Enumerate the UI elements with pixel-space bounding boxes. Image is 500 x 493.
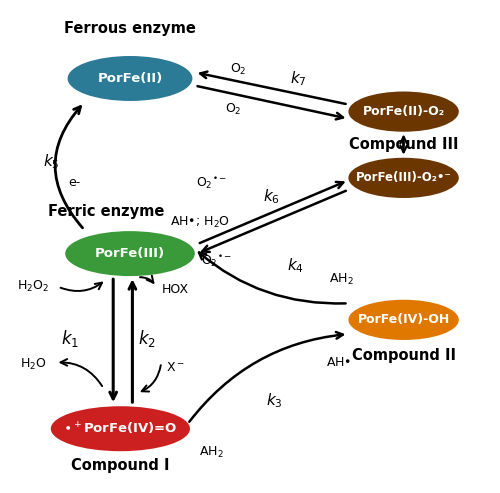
Text: AH$•$: AH$•$ [326,356,351,369]
Text: HOX: HOX [162,282,189,296]
Text: O$_2$: O$_2$ [225,102,242,117]
Text: $k_6$: $k_6$ [263,187,280,206]
Text: Compound II: Compound II [352,348,456,363]
Ellipse shape [51,406,190,451]
Text: $k_5$: $k_5$ [42,152,59,171]
Text: X$^-$: X$^-$ [166,361,185,374]
Text: $\bullet^+$PorFe(IV)=O: $\bullet^+$PorFe(IV)=O [63,421,178,437]
Ellipse shape [348,158,459,198]
Text: PorFe(II): PorFe(II) [98,72,162,85]
Text: O$_2$: O$_2$ [230,62,246,76]
Ellipse shape [65,231,195,276]
Text: AH$_2$: AH$_2$ [329,272,353,287]
Text: $k_7$: $k_7$ [290,69,306,88]
Text: Ferrous enzyme: Ferrous enzyme [64,21,196,36]
Text: Compound III: Compound III [349,137,459,152]
Text: O$_2$$^{•-}$: O$_2$$^{•-}$ [196,175,227,191]
Text: AH$_2$: AH$_2$ [200,445,224,460]
Text: PorFe(III)-O₂•⁻: PorFe(III)-O₂•⁻ [356,172,452,184]
Text: AH$•$; H$_2$O: AH$•$; H$_2$O [170,215,230,230]
Text: $k_1$: $k_1$ [61,328,79,349]
Text: H$_2$O: H$_2$O [20,357,46,372]
Text: $k_3$: $k_3$ [266,391,282,410]
Text: Compound I: Compound I [71,458,170,473]
Text: $k_2$: $k_2$ [138,328,156,349]
Text: PorFe(II)-O₂: PorFe(II)-O₂ [362,105,444,118]
Text: PorFe(III): PorFe(III) [95,247,165,260]
Text: O$_2$$^{•-}$: O$_2$$^{•-}$ [201,253,232,269]
Ellipse shape [348,92,459,132]
Text: e-: e- [68,176,81,189]
Text: PorFe(IV)-OH: PorFe(IV)-OH [358,314,450,326]
Text: Ferric enzyme: Ferric enzyme [48,205,164,219]
Text: H$_2$O$_2$: H$_2$O$_2$ [17,279,49,294]
Text: $k_4$: $k_4$ [287,256,304,275]
Ellipse shape [348,300,459,340]
Ellipse shape [68,56,192,101]
